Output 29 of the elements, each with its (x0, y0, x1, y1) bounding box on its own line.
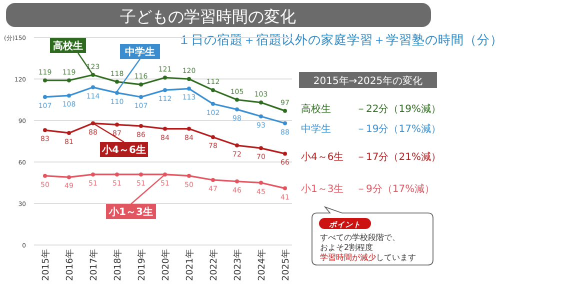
x-tick-label: 2017年 (88, 249, 100, 281)
chart-title: 子どもの学習時間の変化 (120, 7, 296, 26)
text: －17分（21%減） (356, 151, 441, 163)
x-tick-label: 2015年 (40, 249, 52, 281)
text: －9分（17%減） (356, 183, 435, 195)
text: すべての学校段階で、 (320, 233, 400, 242)
text: しています (376, 253, 416, 262)
text: 小4～6生 (301, 152, 344, 163)
text: 小1～3生 (109, 207, 153, 218)
x-tick-label: 2016年 (64, 249, 76, 281)
series-label: 小1～3生 (301, 183, 344, 195)
text: およそ2割程度 (320, 243, 374, 252)
x-tick-label: 2023年 (232, 249, 244, 281)
x-tick-label: 2020年 (160, 249, 172, 281)
x-tick-label: 2025年 (280, 249, 292, 281)
series-label: 中学生 (301, 123, 331, 135)
x-tick-label: 2018年 (112, 249, 124, 281)
x-tick-label: 2021年 (184, 249, 196, 281)
text: 学習時間が減少 (320, 253, 376, 262)
text: 高校生 (53, 41, 83, 52)
text: 2015年→2025年の変化 (313, 75, 423, 87)
text: －19分（17%減） (356, 123, 441, 135)
x-tick-label: 2022年 (208, 249, 220, 281)
series-label: 高校生 (301, 103, 331, 115)
x-tick-label: 2019年 (136, 249, 148, 281)
text: －22分（19%減） (356, 103, 441, 115)
x-tick-label: 2024年 (256, 249, 268, 281)
legend-label: 小4～6生 (101, 144, 146, 156)
text: 中学生 (125, 47, 155, 58)
